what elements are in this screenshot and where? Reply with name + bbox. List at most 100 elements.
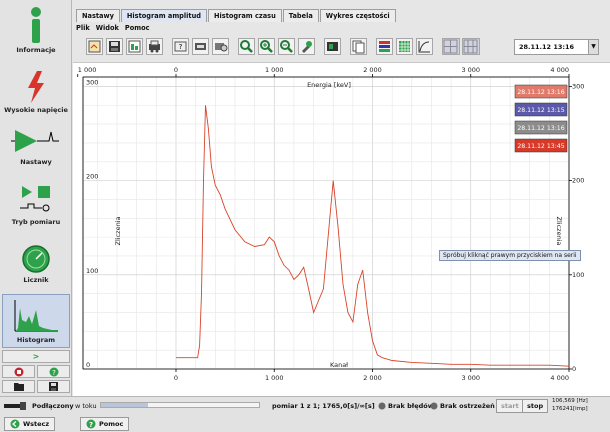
plot-area xyxy=(82,76,570,370)
open-folder-button[interactable] xyxy=(2,380,35,393)
legend-entry: 28.11.12 13:15 xyxy=(517,107,564,114)
x-tick-label-top: 1 000 xyxy=(78,66,97,74)
legend-entry: 28.11.12 13:16 xyxy=(517,89,564,96)
camera-button[interactable] xyxy=(212,38,229,55)
x-tick-label-bottom: 0 xyxy=(174,374,178,382)
next-button-label: > xyxy=(32,352,40,361)
connection-status: Podłączony xyxy=(32,402,74,410)
measurement-state: w toku xyxy=(75,402,97,410)
stop-record-button[interactable] xyxy=(2,365,35,378)
save-icon xyxy=(109,41,120,52)
bottom-bar: Wstecz ? Pomoc xyxy=(0,415,610,432)
sidebar-item-histogram[interactable]: Histogram xyxy=(2,294,70,348)
error-status-icon xyxy=(378,402,386,410)
legend-entry: 28.11.12 13:16 xyxy=(517,125,564,132)
sidebar-item-informacje[interactable]: Informacje xyxy=(2,6,70,60)
y-tick-label-right: 300 xyxy=(572,82,584,90)
tab-tabela[interactable]: Tabela xyxy=(282,9,319,22)
grid-button[interactable] xyxy=(396,38,413,55)
tab-nastawy[interactable]: Nastawy xyxy=(76,9,120,22)
zoom-out-button[interactable] xyxy=(278,38,295,55)
legend-swatch xyxy=(514,84,568,99)
x-tick-label-top: 0 xyxy=(174,66,178,74)
high-voltage-icon xyxy=(28,71,44,103)
menu-widok[interactable]: Widok xyxy=(95,24,119,32)
print-button[interactable] xyxy=(146,38,163,55)
histogram-icon xyxy=(14,300,58,332)
measurement-info: pomiar 1 z 1; 1765,0[s]/∞[s] xyxy=(272,402,375,410)
tooltip: Spróbuj kliknąć prawym przyciskiem na se… xyxy=(439,250,581,261)
progress-bar xyxy=(100,402,260,408)
y-tick-label-left: 300 xyxy=(86,78,98,86)
date-select[interactable]: 28.11.12 13:16 ▼ xyxy=(514,39,599,55)
colors-icon xyxy=(379,41,390,52)
sidebar-item-label: Licznik xyxy=(23,276,49,284)
log-scale-button[interactable] xyxy=(416,38,433,55)
colors-button[interactable] xyxy=(376,38,393,55)
x-tick-label-top: 2 000 xyxy=(363,66,382,74)
sidebar-item-label: Tryb pomiaru xyxy=(11,218,61,226)
x-tick-label-bottom: 3 000 xyxy=(461,374,480,382)
calibrate-icon xyxy=(327,42,338,51)
tab-histogram-amplitud[interactable]: Histogram amplitud xyxy=(120,9,207,22)
x-axis-label-bottom: Kanał xyxy=(330,361,348,369)
layout-1-button[interactable] xyxy=(442,38,460,55)
back-button[interactable]: Wstecz xyxy=(4,417,56,431)
menu-pomoc[interactable]: Pomoc xyxy=(124,24,150,32)
legend-swatch xyxy=(514,102,568,117)
sidebar-item-licznik[interactable]: Licznik xyxy=(2,244,70,290)
legend-swatch xyxy=(514,120,568,135)
help-icon: ? xyxy=(86,419,96,429)
layout-1-icon xyxy=(443,39,458,54)
open-icon xyxy=(88,40,101,53)
help-small-button[interactable]: ? xyxy=(37,365,70,378)
open-button[interactable] xyxy=(86,38,103,55)
chart-canvas[interactable]: 0 0 100 100 200 200 300 300 1 000 0 1 000 2 000 3 00… xyxy=(73,63,610,397)
calibrate-button[interactable] xyxy=(324,38,341,55)
export-icon xyxy=(128,40,141,53)
stop-button[interactable]: stop xyxy=(522,399,549,413)
settings-icon xyxy=(195,43,206,50)
report-icon: ? xyxy=(174,41,187,52)
status-bar: Podłączony w toku pomiar 1 z 1; 1765,0[s… xyxy=(0,396,610,415)
tools-button[interactable] xyxy=(298,38,315,55)
progress-fill xyxy=(101,403,149,407)
sidebar: Informacje Wysokie napięcie Nastawy xyxy=(0,0,72,415)
zoom-button[interactable] xyxy=(238,38,255,55)
y-tick-label-right: 0 xyxy=(572,365,576,373)
start-button[interactable]: start xyxy=(496,399,524,413)
spectrum-series-line xyxy=(176,105,570,367)
chevron-down-icon[interactable]: ▼ xyxy=(588,40,598,54)
sidebar-item-tryb-pomiaru[interactable]: Tryb pomiaru xyxy=(2,184,70,236)
tab-bar: Nastawy Histogram amplitud Histogram cza… xyxy=(76,9,397,22)
report-button[interactable]: ? xyxy=(172,38,189,55)
zoom-in-button[interactable] xyxy=(258,38,275,55)
warnings-status: Brak ostrzeżeń xyxy=(440,402,495,410)
back-icon xyxy=(10,419,20,429)
tab-wykres-czestosci[interactable]: Wykres częstości xyxy=(319,9,396,22)
x-axis-label-top: Energia [keV] xyxy=(307,81,351,89)
layout-2-button[interactable] xyxy=(462,38,480,55)
tab-histogram-czasu[interactable]: Histogram czasu xyxy=(208,9,282,22)
sidebar-item-wysokie-napiecie[interactable]: Wysokie napięcie xyxy=(2,70,70,120)
y-axis-label-right: Zliczenia xyxy=(555,217,563,246)
next-button[interactable]: > xyxy=(2,350,70,363)
sidebar-item-label: Nastawy xyxy=(20,158,52,166)
layout-2-icon xyxy=(463,39,478,54)
y-tick-label-left: 100 xyxy=(86,267,98,275)
x-tick-label-top: 3 000 xyxy=(461,66,480,74)
floppy-icon xyxy=(49,382,58,391)
svg-text:?: ? xyxy=(179,43,183,51)
export-button[interactable] xyxy=(126,38,143,55)
settings-button[interactable] xyxy=(192,38,209,55)
save-button[interactable] xyxy=(106,38,123,55)
y-tick-label-left: 0 xyxy=(86,361,90,369)
help-button[interactable]: ? Pomoc xyxy=(80,417,130,431)
save-small-button[interactable] xyxy=(37,380,70,393)
back-button-label: Wstecz xyxy=(23,420,50,428)
rate-readout: 106,569 [Hz] xyxy=(552,398,588,404)
histogram-chart[interactable]: 0 0 100 100 200 200 300 300 1 000 0 1 000 2 000 3 00… xyxy=(73,62,610,396)
menu-plik[interactable]: Plik xyxy=(76,24,90,32)
copy-button[interactable] xyxy=(350,38,367,55)
sidebar-item-nastawy[interactable]: Nastawy xyxy=(2,126,70,178)
